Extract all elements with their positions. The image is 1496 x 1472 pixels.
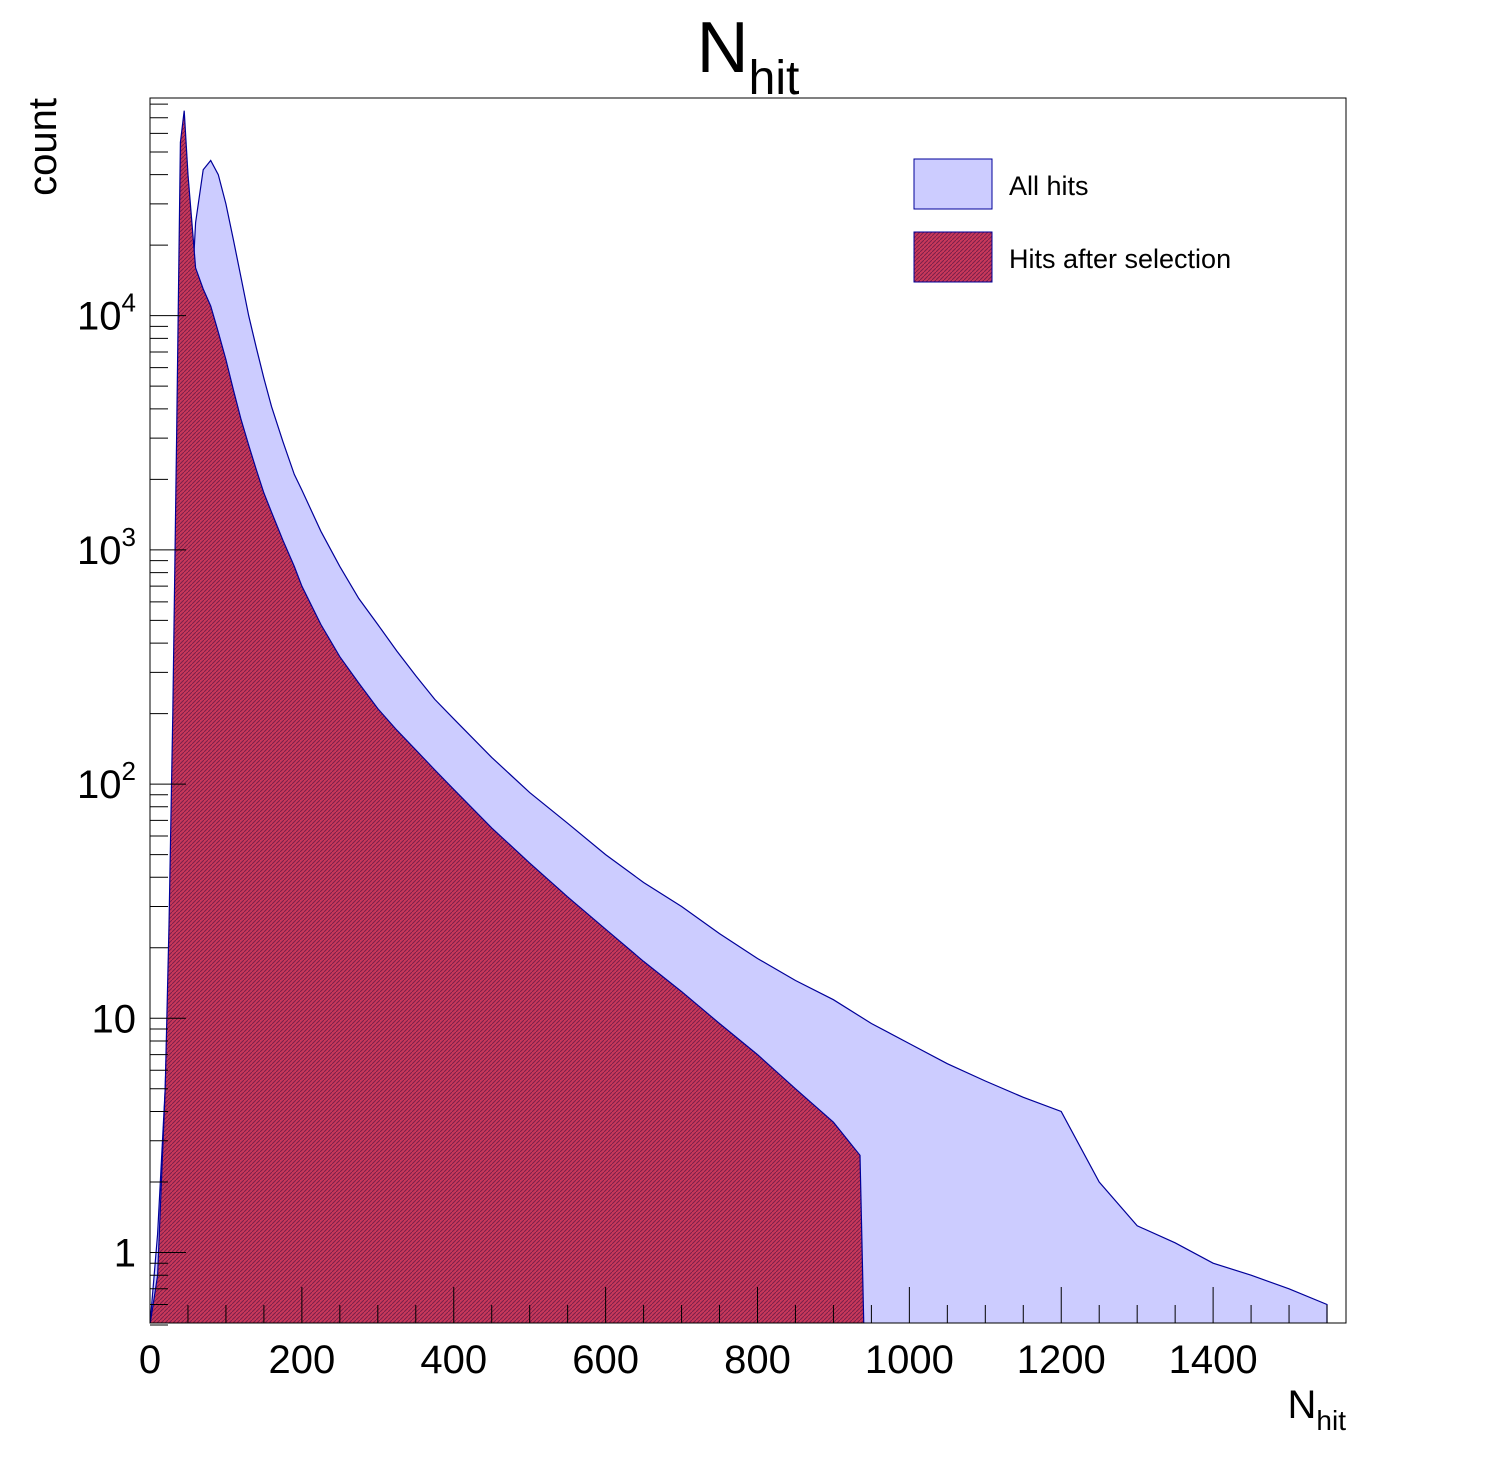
x-tick-label: 400 [420,1338,487,1382]
legend-label-hits-after-selection: Hits after selection [1009,244,1231,274]
legend-label-all-hits: All hits [1009,171,1089,201]
chart-title-sub: hit [749,52,800,105]
series-layer [150,110,1328,1323]
y-axis-label: count [21,98,65,196]
chart-title-main: N [697,8,749,88]
x-tick-label: 600 [572,1338,639,1382]
x-axis: 0 200 400 600 800 1000 1200 1400 [139,1287,1328,1382]
x-axis-label-sub: hit [1316,1405,1346,1436]
x-tick-label: 1400 [1169,1338,1258,1382]
series-hits-after-selection-area [150,110,865,1323]
x-axis-label: Nhit [1288,1383,1347,1436]
y-tick-label: 1 [114,1231,136,1275]
y-tick-label: 10 [92,997,137,1041]
x-tick-label: 200 [268,1338,335,1382]
x-tick-label: 1200 [1017,1338,1106,1382]
y-tick-label: 104 [77,288,136,339]
x-tick-label: 800 [724,1338,791,1382]
y-tick-label: 103 [77,522,136,573]
legend: All hits Hits after selection [913,158,1231,283]
chart-title: Nhit [697,8,800,105]
legend-swatch-hits-after-selection [913,231,993,283]
x-axis-label-main: N [1288,1383,1317,1427]
x-tick-label: 1000 [865,1338,954,1382]
plot-frame [149,97,1347,1324]
x-tick-label: 0 [139,1338,161,1382]
y-axis: 1 10 102 103 104 [77,103,186,1326]
y-tick-label: 102 [77,756,136,807]
legend-swatch-all-hits [913,158,993,210]
